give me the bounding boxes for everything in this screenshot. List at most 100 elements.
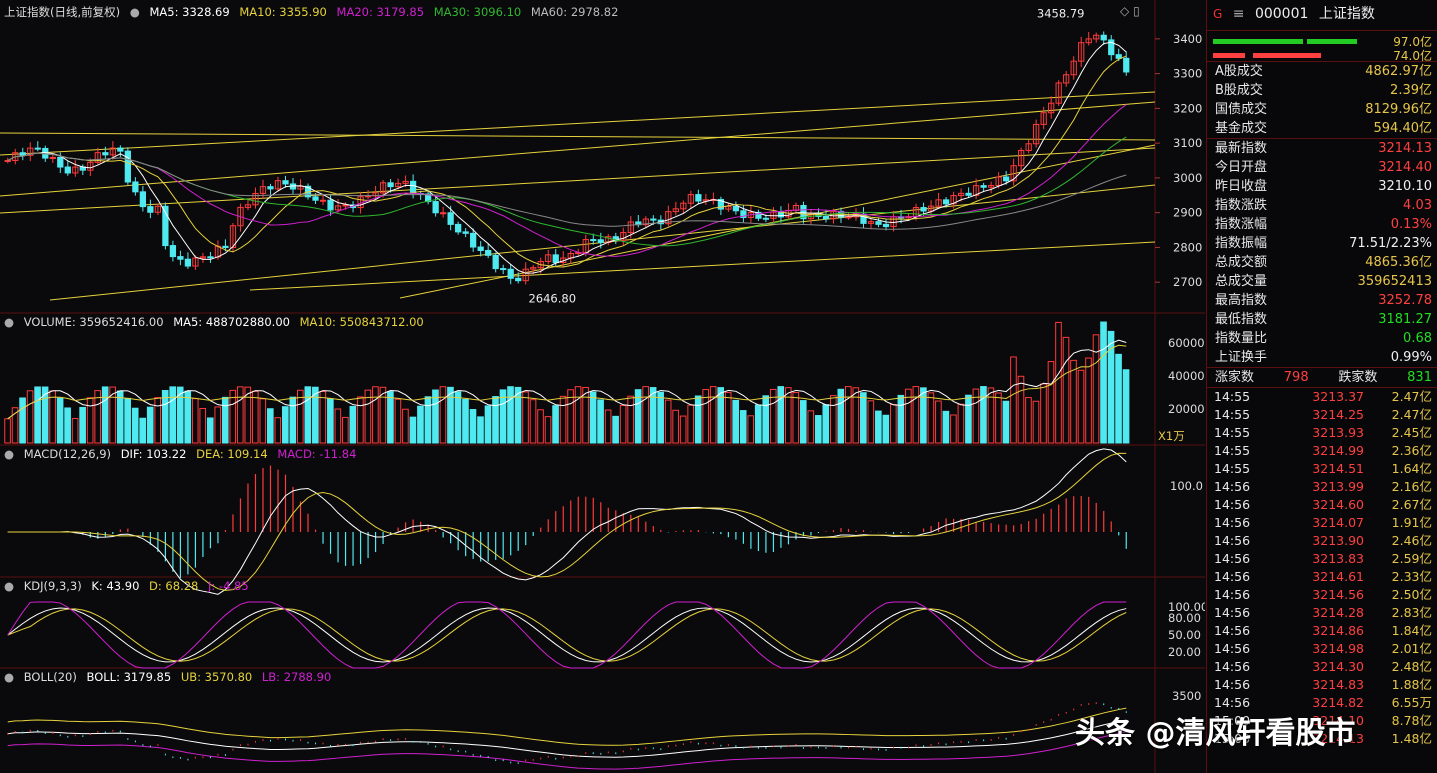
candle-body [207, 256, 214, 259]
volume-bar [597, 399, 604, 444]
watermark: 头条 @清风轩看股市 [1075, 716, 1356, 751]
tick-price: 3214.56 [1312, 587, 1364, 602]
diamond-icon[interactable]: ◇ [1120, 4, 1130, 18]
quote-row-value: 3181.27 [1378, 312, 1432, 327]
candle-body [500, 268, 507, 271]
volume-ma5-line [7, 339, 1127, 420]
settings-dot-icon[interactable]: ● [129, 5, 140, 19]
volume-bar [462, 398, 469, 444]
tick-row[interactable]: 14:56 3214.56 2.50亿 [1207, 586, 1437, 604]
volume-bar [454, 391, 462, 444]
tick-amount: 1.64亿 [1391, 461, 1432, 476]
volume-bar [860, 392, 867, 444]
volume-bar [394, 398, 402, 444]
tick-price: 3214.61 [1312, 569, 1364, 584]
macd-header: ● MACD(12,26,9) DIF: 103.22 DEA: 109.14 … [4, 447, 362, 461]
volume-bar [492, 396, 499, 444]
candle-body [102, 152, 109, 156]
tick-list[interactable]: 14:55 3213.37 2.47亿 14:55 3214.25 2.47亿 14:55 3… [1207, 387, 1437, 748]
volume-bar [724, 391, 732, 444]
settings-dot-icon[interactable]: ● [4, 447, 15, 461]
settings-dot-icon[interactable]: ● [4, 670, 15, 684]
window-icon[interactable]: ▯ [1133, 4, 1140, 18]
volume-bar [154, 397, 162, 444]
volume-bar [634, 389, 642, 444]
tick-amount: 2.47亿 [1391, 389, 1432, 404]
candle-body [229, 225, 237, 249]
tick-amount: 2.33亿 [1391, 569, 1432, 584]
tick-price: 3214.07 [1312, 515, 1364, 530]
tick-row[interactable]: 15:00 3214.13 1.48亿 [1207, 730, 1437, 748]
tick-row[interactable]: 14:55 3214.25 2.47亿 [1207, 406, 1437, 424]
kline-chart-area[interactable]: 3400 3300 3200 3100 3000 2900 2800 2700 3458.79 2… [0, 0, 1205, 773]
menu-icon[interactable]: ≡ [1232, 6, 1245, 22]
candle-body [462, 231, 469, 234]
tick-row[interactable]: 14:56 3213.99 2.16亿 [1207, 478, 1437, 496]
tick-row[interactable]: 14:56 3213.83 2.59亿 [1207, 550, 1437, 568]
tick-row[interactable]: 14:56 3214.60 2.67亿 [1207, 496, 1437, 514]
candle-body [552, 254, 559, 264]
boll-mid-line [7, 719, 1127, 758]
volume-bar [935, 400, 942, 444]
j-line [7, 601, 1127, 669]
candle-body [49, 156, 56, 159]
boll-ub-line [7, 707, 1127, 746]
ma60-label: MA60: 2978.82 [530, 5, 619, 19]
price-tick: 3300 [1173, 67, 1202, 81]
tick-row[interactable]: 14:56 3214.28 2.83亿 [1207, 604, 1437, 622]
volume-bar [1115, 353, 1122, 444]
quote-row-label: 指数涨幅 [1215, 217, 1268, 232]
volume-bar [424, 396, 432, 444]
tick-time: 14:56 [1214, 497, 1251, 512]
tick-row[interactable]: 14:56 3214.86 1.84亿 [1207, 622, 1437, 640]
candle-body [64, 166, 71, 174]
tick-row[interactable]: 14:56 3214.61 2.33亿 [1207, 568, 1437, 586]
candle-body [379, 182, 387, 194]
volume-bar [777, 386, 785, 444]
candle-body [920, 207, 927, 212]
settings-dot-icon[interactable]: ● [4, 315, 15, 329]
turnover-row-label: A股成交 [1215, 64, 1263, 79]
candle-body [1063, 74, 1070, 84]
outflow-bar-b [1253, 53, 1321, 58]
turnover-row: 基金成交 594.40亿 [1207, 119, 1437, 138]
boll-mid: BOLL: 3179.85 [86, 670, 172, 684]
candle-body [87, 161, 94, 171]
volume-bar [702, 389, 710, 444]
quote-row: 指数量比 0.68 [1207, 329, 1437, 348]
tick-time: 14:55 [1214, 425, 1251, 440]
quote-stats: 最新指数 3214.13 今日开盘 3214.40 昨日收盘 3210.10 指数涨跌 4.0… [1207, 138, 1437, 367]
volume-bar [559, 395, 567, 444]
volume-bar [349, 405, 357, 444]
macd-tick: 100.0 [1170, 479, 1203, 493]
volume-bar [1025, 397, 1032, 444]
tick-row[interactable]: 14:56 3214.82 6.55万 [1207, 694, 1437, 712]
price-tick: 3200 [1173, 101, 1202, 115]
tick-row[interactable]: 14:56 3214.98 2.01亿 [1207, 640, 1437, 658]
tick-time: 14:56 [1214, 695, 1251, 710]
tick-row[interactable]: 14:56 3214.83 1.88亿 [1207, 676, 1437, 694]
tick-row[interactable]: 14:56 3214.30 2.48亿 [1207, 658, 1437, 676]
candle-body [522, 268, 529, 282]
tick-row[interactable]: 14:55 3213.93 2.45亿 [1207, 424, 1437, 442]
volume-bar [784, 387, 792, 444]
index-title: 上证指数(日线,前复权) [4, 5, 121, 19]
tick-row[interactable]: 14:55 3213.37 2.47亿 [1207, 388, 1437, 406]
quote-row-value: 3214.13 [1378, 141, 1432, 156]
kline-chart[interactable]: 3400 3300 3200 3100 3000 2900 2800 2700 3458.79 2… [0, 0, 1205, 773]
candle-body [199, 256, 207, 259]
settings-dot-icon[interactable]: ● [4, 579, 15, 593]
quote-row: 总成交额 4865.36亿 [1207, 253, 1437, 272]
volume-bar [364, 389, 372, 444]
volume-bar [1077, 369, 1085, 444]
tick-row[interactable]: 15:00 3214.10 8.78亿 [1207, 712, 1437, 730]
tick-row[interactable]: 14:56 3213.90 2.46亿 [1207, 532, 1437, 550]
tick-row[interactable]: 14:55 3214.51 1.64亿 [1207, 460, 1437, 478]
volume-bar [319, 390, 327, 444]
tick-row[interactable]: 14:56 3214.07 1.91亿 [1207, 514, 1437, 532]
high-annotation: 3458.79 [1037, 6, 1085, 20]
tick-row[interactable]: 14:55 3214.99 2.36亿 [1207, 442, 1437, 460]
volume-bar [432, 389, 439, 444]
down-label: 跌家数 [1338, 370, 1378, 385]
kdj-tick: 100.00 [1168, 600, 1205, 614]
